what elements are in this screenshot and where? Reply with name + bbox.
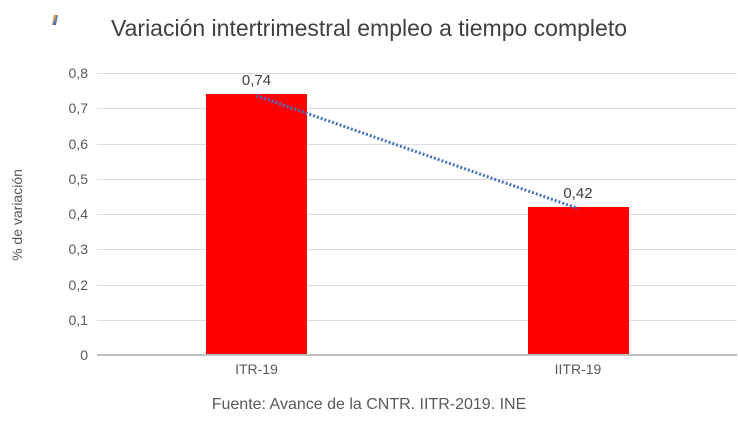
y-tick-label: 0,8 (68, 65, 88, 81)
y-tick-label: 0,4 (68, 206, 88, 222)
gridline (97, 143, 737, 145)
chart-title: Variación intertrimestral empleo a tiemp… (110, 15, 628, 41)
data-label: 0,74 (241, 72, 272, 90)
y-tick-label: 0,6 (68, 135, 88, 152)
y-tick-label: 0,2 (68, 276, 88, 293)
gridline (97, 214, 737, 215)
y-tick-label: 0,3 (68, 241, 88, 258)
y-tick-label: 0,7 (68, 100, 88, 117)
gridline (97, 108, 737, 110)
category-label: ITR-19 (235, 361, 278, 377)
gridline (97, 284, 737, 286)
gridline (97, 249, 737, 251)
y-tick-label: 0,1 (68, 311, 88, 328)
y-tick-label: 0 (80, 347, 88, 363)
category-label: IITR-19 (554, 361, 602, 377)
gridline (97, 178, 737, 180)
bar-ITR-19 (206, 94, 307, 354)
source-note: Fuente: Avance de la CNTR. IITR-2019. IN… (211, 396, 527, 413)
y-axis-title: % de variación (9, 169, 25, 261)
bar-IITR-19 (527, 206, 629, 354)
data-label: 0,42 (563, 184, 593, 202)
gridline (97, 73, 737, 74)
x-axis-line (97, 354, 737, 356)
gridline (97, 319, 737, 321)
y-tick-label: 0,5 (68, 170, 88, 187)
